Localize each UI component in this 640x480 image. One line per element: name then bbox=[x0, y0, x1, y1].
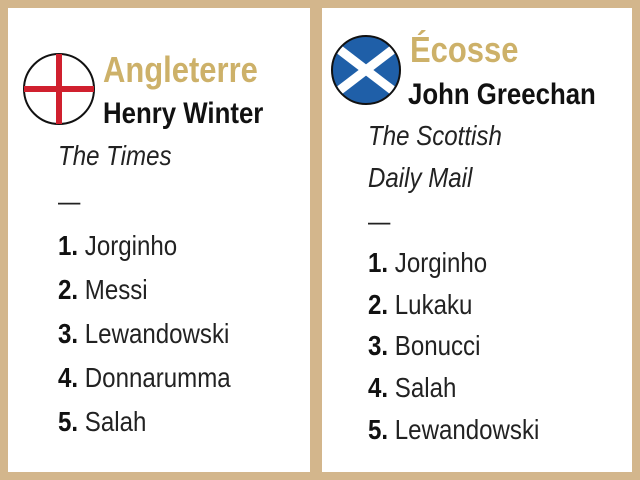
ranking-item: 5. Salah bbox=[58, 406, 147, 437]
separator: — bbox=[368, 206, 391, 236]
newspaper-name-line2: Daily Mail bbox=[368, 162, 473, 193]
country-title: Angleterre bbox=[103, 49, 258, 90]
ranking-item: 4. Salah bbox=[368, 372, 457, 403]
scotland-flag-icon bbox=[331, 35, 401, 105]
newspaper-name: The Times bbox=[58, 140, 172, 171]
journalist-name: Henry Winter bbox=[103, 97, 264, 130]
country-title: Écosse bbox=[410, 29, 519, 70]
england-flag-icon bbox=[23, 53, 95, 125]
ranking-item: 3. Lewandowski bbox=[58, 318, 230, 349]
ranking-item: 3. Bonucci bbox=[368, 330, 481, 361]
ranking-item: 1. Jorginho bbox=[58, 230, 178, 261]
newspaper-name-line1: The Scottish bbox=[368, 120, 502, 151]
separator: — bbox=[58, 186, 81, 216]
journalist-name: John Greechan bbox=[408, 78, 596, 111]
ranking-item: 2. Messi bbox=[58, 274, 148, 305]
ranking-item: 4. Donnarumma bbox=[58, 362, 231, 393]
scotland-panel: Écosse John Greechan The Scottish Daily … bbox=[322, 8, 632, 472]
ranking-item: 2. Lukaku bbox=[368, 289, 473, 320]
ranking-item: 5. Lewandowski bbox=[368, 414, 540, 445]
england-panel: Angleterre Henry Winter The Times — 1. J… bbox=[8, 8, 310, 472]
ranking-item: 1. Jorginho bbox=[368, 247, 488, 278]
